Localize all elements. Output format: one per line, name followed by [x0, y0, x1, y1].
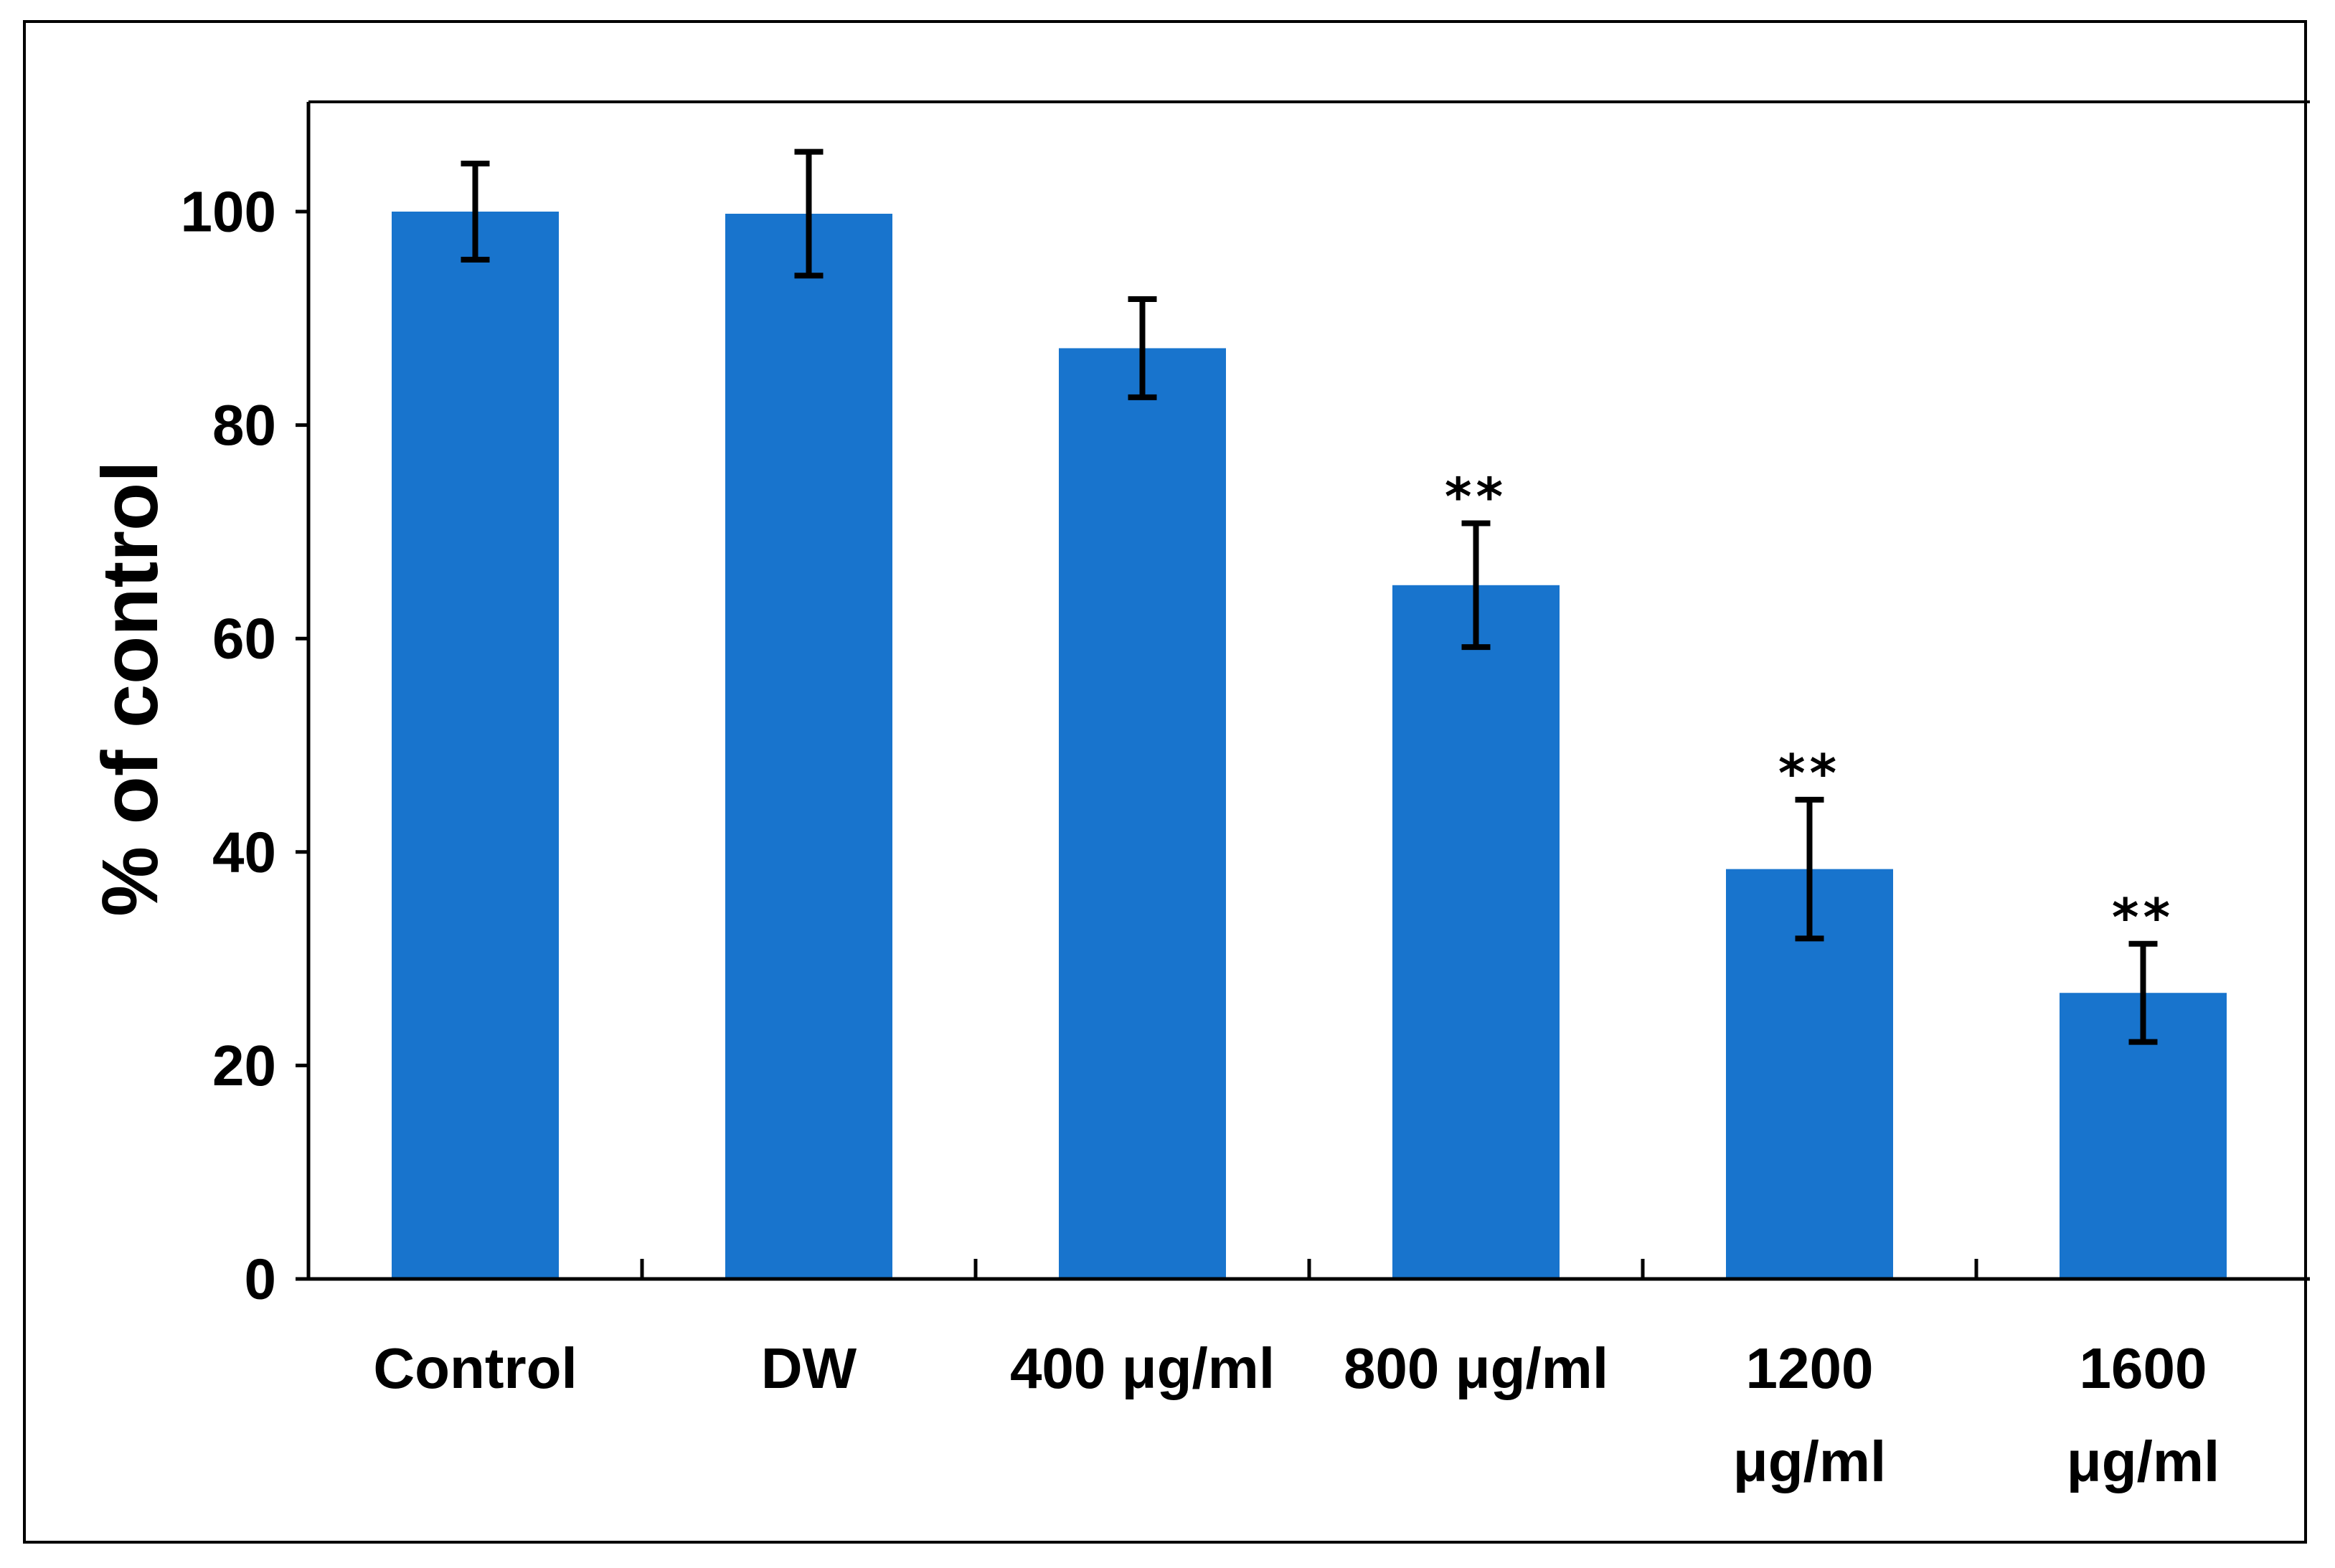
significance-mark-4: ** [1778, 743, 1841, 803]
bar-2 [1059, 348, 1226, 1279]
bar-3 [1392, 585, 1560, 1279]
x-labels-layer: Control DW 400 μg/ml 800 μg/ml 1200 μg/ml 1600… [373, 1336, 2220, 1493]
y-tick-label-20: 20 [212, 1034, 276, 1097]
axes-layer [306, 100, 2310, 1281]
x-label-1-line-0: DW [761, 1336, 857, 1400]
x-label-5-line-0: 1600 [2080, 1336, 2207, 1400]
y-tick-label-80: 80 [212, 393, 276, 457]
y-axis-title: % of control [86, 461, 174, 917]
y-tick-label-40: 40 [212, 820, 276, 884]
y-tick-label-0: 0 [245, 1247, 277, 1311]
x-label-0-line-0: Control [373, 1336, 577, 1400]
x-ticks-layer [640, 1259, 1978, 1279]
x-label-4-line-0: 1200 [1746, 1336, 1874, 1400]
y-ticks-layer: 0 20 40 60 80 100 [181, 180, 308, 1311]
bars-layer [392, 212, 2227, 1279]
error-bars-layer [461, 148, 2158, 1045]
x-label-2-line-0: 400 μg/ml [1010, 1336, 1275, 1400]
x-label-4-line-1: μg/ml [1733, 1430, 1886, 1493]
y-tick-label-60: 60 [212, 607, 276, 671]
bar-1 [725, 213, 892, 1279]
significance-layer: ** ** ** [1445, 466, 2174, 948]
x-label-3-line-0: 800 μg/ml [1344, 1336, 1608, 1400]
x-label-5-line-1: μg/ml [2067, 1430, 2220, 1493]
y-tick-label-100: 100 [181, 180, 276, 244]
significance-mark-3: ** [1445, 466, 1507, 526]
significance-mark-5: ** [2112, 887, 2174, 948]
bar-0 [392, 212, 559, 1279]
